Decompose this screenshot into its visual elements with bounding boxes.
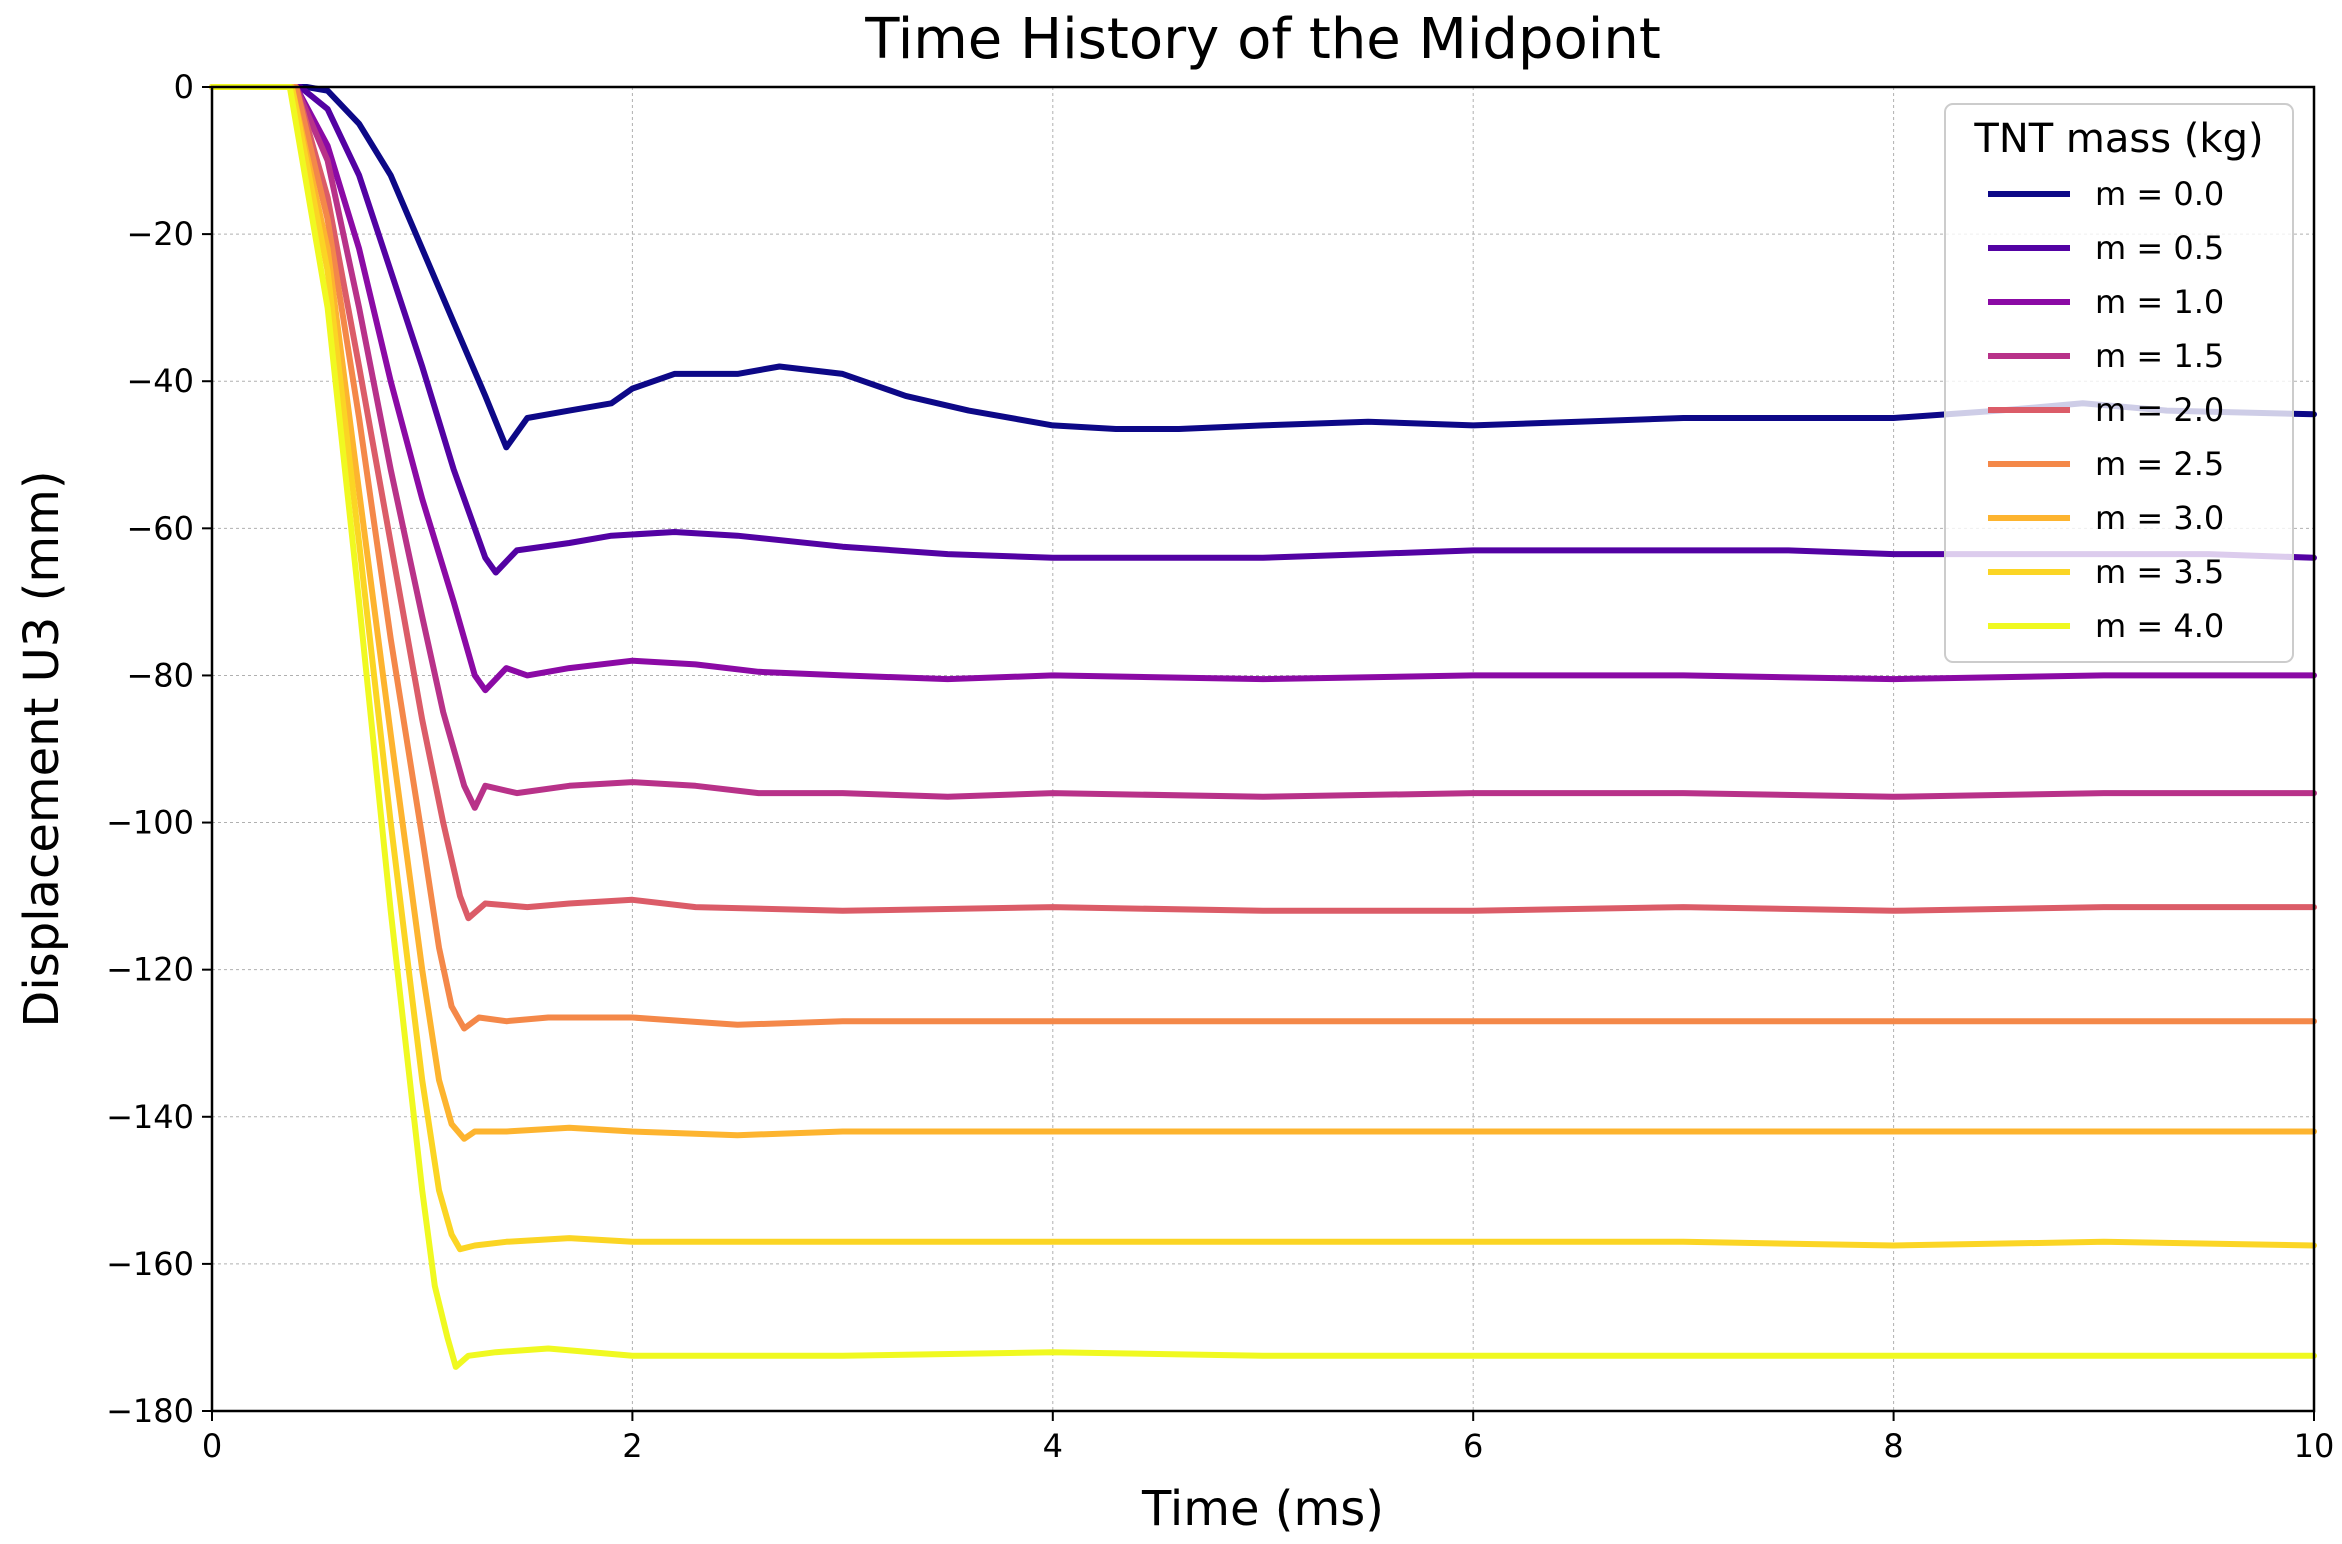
legend-box [1944,103,2294,663]
y-tick-label: −160 [106,1245,194,1283]
series-line-m-2-0 [209,84,2317,922]
y-tick-label: −100 [106,804,194,842]
legend-label: m = 1.5 [2095,337,2224,375]
legend-label: m = 4.0 [2095,607,2224,645]
axis-ticks: 0 2 4 6 8 10 0 −20 −40 −60 −80 −100 −120 −140 −160 −180 [106,68,2334,1465]
legend-label: m = 1.0 [2095,283,2224,321]
series-line-m-0-0 [209,84,2317,451]
y-tick-label: −60 [126,509,194,547]
series-line-m-1-5 [209,84,2317,811]
legend-label: m = 0.5 [2095,229,2224,267]
x-tick-label: 10 [2294,1427,2335,1465]
series-line-m-4-0 [209,84,2317,1370]
legend-label: m = 0.0 [2095,175,2224,213]
x-axis-label: Time (ms) [1141,1481,1384,1537]
x-tick-label: 8 [1883,1427,1903,1465]
legend-label: m = 2.0 [2095,391,2224,429]
y-tick-label: −80 [126,656,194,694]
y-tick-label: −120 [106,951,194,989]
series-line-m-3-5 [209,84,2317,1253]
x-tick-label: 2 [622,1427,642,1465]
series-line-m-1-0 [209,84,2317,694]
legend-label: m = 3.0 [2095,499,2224,537]
legend-label: m = 3.5 [2095,553,2224,591]
y-tick-label: −140 [106,1098,194,1136]
series-lines [209,84,2317,1370]
x-tick-label: 0 [202,1427,222,1465]
y-axis-label: Displacement U3 (mm) [14,470,70,1027]
y-tick-label: −20 [126,215,194,253]
series-line-m-3-0 [209,84,2317,1142]
legend-label: m = 2.5 [2095,445,2224,483]
plot-area [210,85,2316,1413]
series-line-m-0-5 [209,84,2317,576]
y-tick-label: 0 [174,68,194,106]
legend: TNT mass (kg) m = 0.0 m = 0.5 m = 1.0 m = 1… [1944,103,2294,663]
x-tick-label: 4 [1043,1427,1063,1465]
chart-title: Time History of the Midpoint [864,7,1661,72]
y-tick-label: −40 [126,362,194,400]
series-line-m-2-5 [209,84,2317,1032]
x-tick-label: 6 [1463,1427,1483,1465]
y-tick-label: −180 [106,1392,194,1430]
legend-title: TNT mass (kg) [1973,116,2263,162]
